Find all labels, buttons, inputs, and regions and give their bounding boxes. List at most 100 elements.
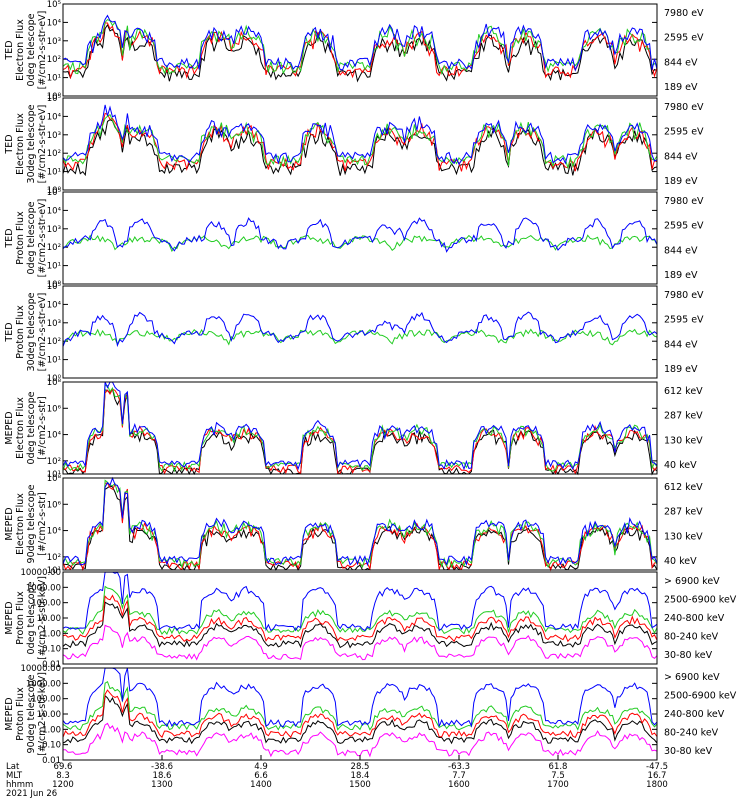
series-line [62, 381, 658, 471]
y-tick-label: 10² [47, 457, 61, 467]
series-line [62, 594, 658, 643]
y-tick-label: 0.01 [42, 756, 61, 766]
legend-entry: 7980 eV [664, 8, 704, 19]
legend-entry: 7980 eV [664, 196, 704, 207]
x-tick-hhmm: 1600 [448, 780, 470, 790]
y-tick-label: 0.10 [42, 645, 61, 655]
x-row-label: MLT [6, 771, 23, 781]
y-tick-label: 1000.00 [26, 583, 61, 593]
series-line [62, 680, 658, 731]
x-tick-lat: -38.6 [151, 762, 173, 772]
legend-entry: 844 eV [664, 57, 698, 68]
x-tick-lat: 28.5 [351, 762, 370, 772]
y-tick-label: 0.10 [42, 741, 61, 751]
legend-entry: 80-240 keV [664, 728, 719, 739]
y-tick-label: 10³ [47, 225, 61, 235]
series-line [62, 119, 658, 177]
y-tick-label: 0.01 [42, 660, 61, 670]
x-tick-mlt: 18.6 [153, 771, 172, 781]
x-tick-mlt: 18.4 [351, 771, 370, 781]
panel-7: MEPED Proton Flux 0deg telescope [#/cm2-s-s… [4, 568, 737, 670]
y-tick-label: 10² [47, 243, 61, 253]
series-line [62, 571, 658, 632]
y-tick-label: 10¹ [47, 262, 61, 272]
y-axis-label: Electron Flux [15, 493, 26, 555]
y-axis-label: Proton Flux [15, 211, 26, 265]
series-line [62, 112, 658, 172]
y-tick-label: 1000.00 [26, 679, 61, 689]
x-tick-lat: 69.6 [54, 762, 73, 772]
panel-1: TED Electron Flux 0deg telescope [#/cm2-s-s… [4, 0, 704, 102]
y-axis-label: Proton Flux [15, 305, 26, 359]
y-axis-label: Electron Flux [15, 19, 26, 81]
y-axis-label: 30deg telescope [26, 104, 37, 183]
y-tick-label: 10⁰ [47, 92, 62, 102]
legend-entry: 80-240 keV [664, 632, 719, 643]
x-tick-hhmm: 1200 [52, 780, 74, 790]
y-tick-label: 10⁸ [47, 474, 62, 484]
y-tick-label: 1.00 [42, 629, 61, 639]
legend-entry: 130 keV [664, 435, 703, 446]
y-tick-label: 10⁶ [47, 500, 62, 510]
y-axis-label: 0deg telescope [26, 391, 37, 464]
y-axis-label: MEPED [4, 601, 15, 634]
x-tick-hhmm: 1500 [349, 780, 371, 790]
legend-entry: 240-800 keV [664, 709, 725, 720]
y-tick-label: 10⁴ [47, 300, 62, 310]
legend-entry: 130 keV [664, 531, 703, 542]
y-tick-label: 10³ [47, 37, 61, 47]
y-axis-label: Proton Flux [15, 591, 26, 645]
panel-8: MEPED Proton Flux 90deg telescope [#/cm2-s-… [4, 664, 737, 766]
y-tick-label: 10² [47, 55, 61, 65]
y-tick-label: 10² [47, 149, 61, 159]
y-tick-label: 10¹ [47, 168, 61, 178]
legend-entry: 2595 eV [664, 33, 704, 44]
y-axis-label: Electron Flux [15, 113, 26, 175]
y-tick-label: 10⁴ [47, 431, 62, 441]
x-tick-mlt: 7.5 [551, 771, 565, 781]
legend-entry: 2595 eV [664, 127, 704, 138]
y-tick-label: 10² [47, 337, 61, 347]
series-line [62, 479, 658, 569]
y-tick-label: 10⁰ [47, 280, 62, 290]
legend-entry: 844 eV [664, 339, 698, 350]
y-tick-label: 10³ [47, 319, 61, 329]
legend-entry: 2595 eV [664, 315, 704, 326]
x-tick-lat: 4.9 [254, 762, 268, 772]
x-tick-lat: -47.5 [646, 762, 668, 772]
series-line [62, 311, 658, 348]
legend-entry: 844 eV [664, 245, 698, 256]
y-axis-label: [#/cm2-s-str-eV] [37, 293, 48, 372]
y-axis-label: MEPED [4, 507, 15, 540]
legend-entry: 189 eV [664, 270, 698, 281]
y-tick-label: 10² [47, 553, 61, 563]
y-axis-label: Proton Flux [15, 687, 26, 741]
y-axis-label: 0deg telescope [26, 13, 37, 86]
legend-entry: 2595 eV [664, 221, 704, 232]
panel-2: TED Electron Flux 30deg telescope [#/cm2-s-… [4, 94, 704, 196]
y-tick-label: 10⁴ [47, 527, 62, 537]
y-tick-label: 10⁵ [47, 94, 61, 104]
y-tick-label: 10⁴ [47, 206, 62, 216]
x-tick-hhmm: 1700 [547, 780, 569, 790]
legend-entry: 287 keV [664, 507, 703, 518]
x-tick-lat: 61.8 [549, 762, 568, 772]
series-line [62, 22, 658, 80]
y-axis-label: TED [4, 134, 15, 154]
y-axis-label: MEPED [4, 411, 15, 444]
series-line [62, 234, 658, 253]
series-line [62, 18, 658, 75]
legend-entry: 189 eV [664, 176, 698, 187]
y-axis-label: [#/cm2-s-str-keV] [37, 576, 48, 660]
series-line [62, 585, 658, 635]
panel-6: MEPED Electron Flux 90deg telescope [#/cm2-… [4, 474, 703, 576]
plot-frame [62, 191, 658, 285]
y-tick-label: 10⁶ [47, 404, 62, 414]
y-axis-label: [#/cm2-s-str-eV] [37, 199, 48, 278]
y-tick-label: 10¹ [47, 566, 61, 576]
legend-entry: 189 eV [664, 82, 698, 93]
plot-frame [62, 97, 658, 191]
legend-entry: 7980 eV [664, 102, 704, 113]
y-axis-label: MEPED [4, 697, 15, 730]
series-line [62, 14, 658, 72]
